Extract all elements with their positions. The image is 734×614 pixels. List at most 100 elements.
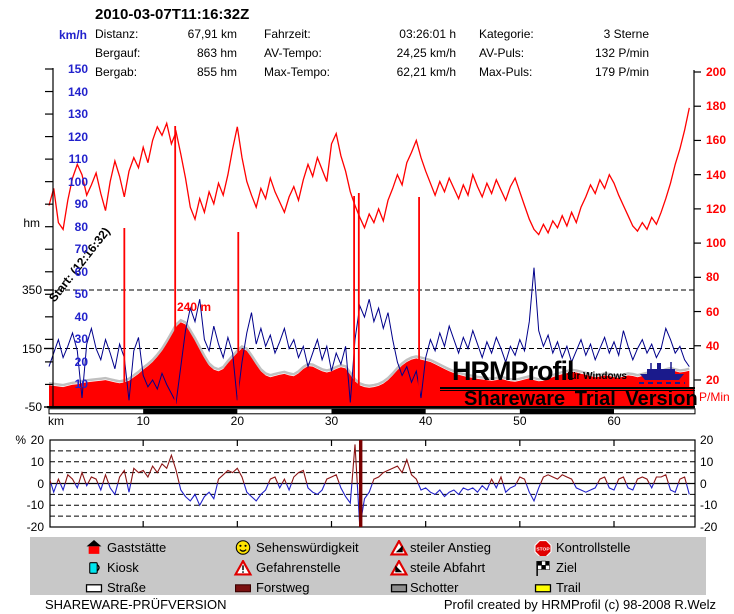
speed-tick-label: 150: [67, 62, 88, 76]
stat-label: AV-Puls:: [479, 46, 525, 60]
legend-item-label: Gaststätte: [107, 540, 167, 555]
pulse-tick-label: 100: [706, 236, 727, 251]
watermark-underline-thin: [440, 390, 695, 391]
danger-icon: [232, 560, 254, 576]
speed-tick-label: 30: [74, 332, 88, 347]
svg-text:STOP: STOP: [536, 547, 550, 553]
pct-tick-label-left: -10: [26, 498, 44, 513]
pulse-tick-label: 60: [706, 304, 720, 319]
stat-value: 855 hm: [196, 65, 237, 79]
peak-elevation-annotation: 240 m: [177, 300, 212, 314]
legend-item-label: Gefahrenstelle: [256, 560, 341, 575]
hm-tick-label: 150: [21, 341, 42, 356]
pulse-tick-label: 200: [706, 65, 727, 79]
house-icon: [83, 540, 105, 556]
pulse-tick-label: 120: [706, 201, 727, 216]
smiley-icon: [232, 540, 254, 556]
legend-panel: [30, 537, 706, 595]
speed-tick-label: 120: [67, 129, 88, 144]
pulse-tick-label: 20: [706, 372, 720, 387]
speed-tick-label: 10: [74, 377, 88, 392]
road-icon: [83, 580, 105, 596]
pct-tick-label-left: 10: [30, 454, 44, 469]
cup-icon: [83, 560, 105, 576]
pct-tick-label-right: 20: [700, 433, 714, 447]
finish-flag-icon: [532, 560, 554, 576]
pct-tick-label-right: 10: [700, 454, 714, 469]
pct-tick-label-right: -20: [700, 520, 718, 534]
speed-tick-label: 140: [67, 84, 88, 99]
stat-label: Distanz:: [95, 27, 139, 41]
watermark-title: HRMProfil: [452, 356, 574, 386]
stat-label: Max-Puls:: [479, 65, 533, 79]
watermark-subtitle: für Windows: [567, 371, 627, 382]
pct-tick-label-right: -10: [700, 498, 718, 513]
watermark-banner: Shareware Trial Version: [464, 388, 698, 410]
legend-item-label: Kiosk: [107, 560, 139, 575]
pulse-tick-label: 40: [706, 338, 720, 353]
gradient-axis-unit: %: [15, 433, 26, 447]
legend-item-label: Forstweg: [256, 580, 310, 595]
hm-tick-label: 350: [21, 283, 42, 297]
pulse-tick-label: 80: [706, 270, 720, 285]
speed-tick-label: 70: [74, 242, 88, 257]
km-tick-label: 50: [513, 414, 527, 428]
stat-label: Kategorie:: [479, 27, 534, 41]
stat-value: 132 P/min: [594, 46, 649, 60]
speed-tick-label: 110: [68, 152, 88, 167]
stat-label: Bergab:: [95, 65, 138, 79]
stat-label: AV-Tempo:: [264, 46, 322, 60]
stat-label: Bergauf:: [95, 46, 141, 60]
km-tick-label: 20: [230, 414, 244, 428]
footer-shareware-text: SHAREWARE-PRÜFVERSION: [45, 597, 227, 612]
speed-tick-label: 60: [74, 264, 88, 279]
legend-item-label: Schotter: [410, 580, 459, 595]
speed-tick-label: 130: [67, 107, 88, 122]
pulse-axis-unit: P/Min: [699, 390, 730, 404]
speed-tick-label: 50: [74, 287, 88, 302]
pct-tick-label-left: -20: [26, 520, 44, 534]
stat-value: 3 Sterne: [603, 27, 649, 41]
gravel-icon: [388, 580, 410, 596]
pulse-tick-label: 160: [706, 133, 727, 148]
legend-item-label: Sehenswürdigkeit: [256, 540, 359, 555]
stat-value: 03:26:01 h: [399, 27, 456, 41]
speed-axis-unit: km/h: [58, 28, 87, 42]
legend-item-label: steile Abfahrt: [410, 560, 486, 575]
speed-tick-label: 80: [74, 219, 88, 234]
elevation-axis-unit: hm: [23, 216, 40, 230]
km-tick-label: 10: [136, 414, 150, 428]
speed-tick-label: 40: [74, 309, 88, 324]
speed-tick-label: 20: [74, 354, 88, 369]
legend-item-label: steiler Anstieg: [410, 540, 491, 555]
stat-value: 67,91 km: [187, 27, 237, 41]
stat-value: 179 P/min: [594, 65, 649, 79]
pct-tick-label-left: 0: [37, 476, 44, 491]
pct-tick-label-right: 0: [700, 476, 707, 491]
legend-item-label: Ziel: [556, 560, 577, 575]
watermark-underline: [440, 387, 695, 389]
stat-label: Max-Tempo:: [264, 65, 331, 79]
stat-value: 863 hm: [196, 46, 237, 60]
trail-icon: [532, 580, 554, 596]
km-tick-label: 60: [607, 414, 621, 428]
legend-item-label: Trail: [556, 580, 581, 595]
distance-axis-unit: km: [48, 414, 64, 428]
pulse-tick-label: 140: [706, 167, 727, 182]
forest-road-icon: [232, 580, 254, 596]
ship-icon: [639, 362, 685, 384]
hm-tick-label: -50: [24, 400, 42, 414]
pct-tick-label-left: 20: [30, 433, 44, 447]
km-tick-label: 40: [418, 414, 433, 428]
footer-credit-text: Profil created by HRMProfil (c) 98-2008 …: [443, 597, 716, 612]
legend-item-label: Straße: [107, 580, 147, 595]
steep-ascent-icon: [388, 540, 410, 556]
stop-icon: STOP: [532, 540, 554, 556]
speed-tick-label: 100: [67, 174, 88, 189]
page-title: 2010-03-07T11:16:32Z: [95, 6, 250, 23]
steep-descent-icon: [388, 560, 410, 576]
km-tick-label: 30: [324, 414, 339, 428]
legend-item-label: Kontrollstelle: [556, 540, 631, 555]
